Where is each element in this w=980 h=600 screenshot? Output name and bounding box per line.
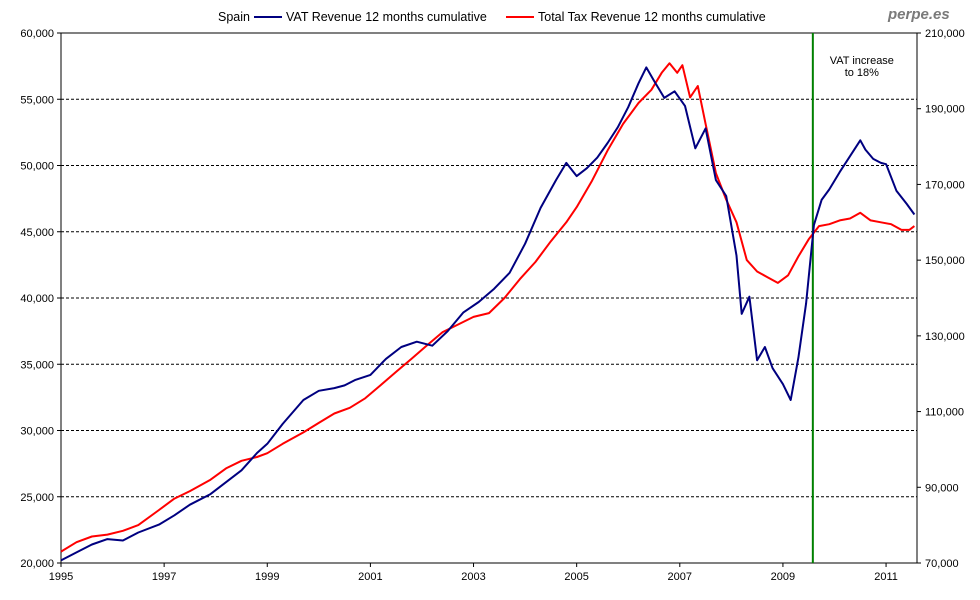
left-tick-label-3: 35,000 [20,359,54,371]
x-tick-label-1: 1997 [152,571,176,583]
chart-title: Spain [218,10,250,24]
left-tick-label-2: 30,000 [20,426,54,438]
brand-watermark: perpe.es [887,6,950,23]
left-tick-label-5: 45,000 [20,227,54,239]
gridlines [61,98,917,498]
right-tick-label-4: 150,000 [925,255,965,267]
vat-increase-annotation-line-2: to 18% [845,67,879,79]
x-tick-label-0: 1995 [49,571,73,583]
right-tick-label-2: 110,000 [925,407,964,419]
right-tick-label-1: 90,000 [925,482,959,494]
right-tick-label-0: 70,000 [925,558,959,570]
right-tick-label-3: 130,000 [925,331,965,343]
left-tick-label-6: 50,000 [20,161,54,173]
legend-label-vat: VAT Revenue 12 months cumulative [286,10,487,24]
x-tick-label-5: 2005 [564,571,588,583]
x-axis: 1995 1997 1999 2001 2003 2005 2007 2009 2011 [49,563,898,583]
left-tick-label-0: 20,000 [20,558,54,570]
x-tick-label-6: 2007 [668,571,692,583]
legend-label-total: Total Tax Revenue 12 months cumulative [538,10,766,24]
series-line-vat [60,66,916,562]
x-tick-label-7: 2009 [771,571,795,583]
left-tick-label-4: 40,000 [20,293,54,305]
x-tick-label-2: 1999 [255,571,279,583]
vat-increase-annotation-line-1: VAT increase [830,55,894,67]
right-axis: 70,000 90,000 110,000 130,000 150,000 170,000… [917,28,965,570]
x-tick-label-3: 2001 [358,571,382,583]
series-line-total-tax [60,62,915,553]
left-tick-label-7: 55,000 [20,94,54,106]
left-tick-label-8: 60,000 [20,28,54,40]
right-tick-label-6: 190,000 [925,104,965,116]
left-axis: 20,000 25,000 30,000 35,000 40,000 45,000 50,0… [20,28,61,570]
x-tick-label-4: 2003 [461,571,485,583]
right-tick-label-5: 170,000 [925,179,965,191]
left-tick-label-1: 25,000 [20,492,54,504]
right-tick-label-7: 210,000 [925,28,965,40]
x-tick-label-8: 2011 [874,571,898,583]
